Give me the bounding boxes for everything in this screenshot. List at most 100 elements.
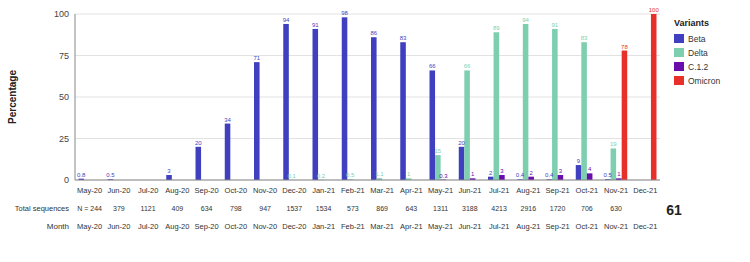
grid-line	[75, 14, 660, 15]
bar	[558, 175, 564, 180]
bar	[587, 173, 593, 180]
y-axis-label: Percentage	[7, 70, 18, 124]
month-label: Nov-21	[604, 222, 628, 231]
data-label: 71	[253, 55, 260, 61]
n-label: 379	[113, 205, 125, 212]
month-label: Jun-21	[458, 222, 481, 231]
x-tick-label: Dec-20	[282, 186, 306, 195]
data-label: 15	[435, 148, 442, 154]
month-label: Aug-20	[165, 222, 189, 231]
month-label: Jan-21	[312, 222, 335, 231]
bar	[371, 37, 377, 180]
grid-line	[75, 97, 660, 98]
data-label: 3	[167, 168, 171, 174]
bar	[552, 29, 558, 180]
month-label: Jun-20	[107, 222, 130, 231]
n-label: 1537	[287, 205, 303, 212]
bar	[342, 17, 348, 180]
n-label: 1720	[550, 205, 566, 212]
n-label: 1311	[433, 205, 448, 212]
n-label: 2916	[521, 205, 537, 212]
data-label: 9	[577, 158, 581, 164]
legend-label: Delta	[688, 48, 708, 58]
bar	[166, 175, 172, 180]
x-tick-label: Jun-20	[107, 186, 130, 195]
data-label: 89	[493, 25, 500, 31]
data-label: 19	[610, 141, 617, 147]
legend-title: Variants	[674, 18, 709, 28]
x-tick-label: Jul-21	[489, 186, 509, 195]
y-tick-label: 25	[59, 134, 69, 144]
n-label: 409	[172, 205, 184, 212]
month-label: Aug-21	[516, 222, 540, 231]
data-label: 78	[621, 44, 628, 50]
bar	[464, 70, 470, 180]
x-tick-label: Apr-21	[400, 186, 423, 195]
month-label: Feb-21	[341, 222, 365, 231]
n-label: 869	[376, 205, 388, 212]
bar	[196, 147, 202, 180]
data-label: 83	[400, 35, 407, 41]
data-label: 0.5	[604, 172, 613, 178]
legend-swatch	[674, 76, 684, 85]
data-label: 86	[370, 30, 377, 36]
month-label: Sep-20	[195, 222, 219, 231]
bar	[313, 29, 319, 180]
y-tick-label: 75	[59, 51, 69, 61]
month-label: Mar-21	[370, 222, 394, 231]
bar	[225, 124, 231, 180]
y-axis	[75, 14, 76, 180]
n-label: 1121	[141, 205, 156, 212]
data-label: 66	[429, 63, 436, 69]
data-label: 1	[407, 171, 411, 177]
legend-swatch	[674, 62, 684, 71]
n-label: 3188	[462, 205, 478, 212]
annotation: 61	[666, 202, 682, 218]
data-label: 98	[341, 10, 348, 16]
legend-label: Beta	[688, 34, 706, 44]
n-label: 643	[406, 205, 418, 212]
x-tick-label: Feb-21	[341, 186, 365, 195]
x-tick-label: Oct-21	[576, 186, 599, 195]
bar	[581, 42, 587, 180]
x-tick-label: Dec-21	[633, 186, 657, 195]
n-row-title: Total sequences	[15, 204, 69, 213]
month-label: May-21	[428, 222, 453, 231]
month-label: May-20	[77, 222, 102, 231]
bar	[523, 24, 529, 180]
month-label: Jul-20	[138, 222, 158, 231]
data-label: 66	[464, 63, 471, 69]
x-tick-label: Jun-21	[458, 186, 481, 195]
legend-label: C.1.2	[688, 62, 709, 72]
n-label: 630	[610, 205, 622, 212]
month-label: Apr-21	[400, 222, 423, 231]
data-label: 91	[312, 22, 319, 28]
data-label: 94	[522, 17, 529, 23]
x-tick-label: May-20	[77, 186, 102, 195]
data-label: 1	[471, 171, 475, 177]
y-tick-label: 50	[59, 92, 69, 102]
x-tick-label: Jan-21	[312, 186, 335, 195]
bar	[622, 51, 628, 180]
month-label: Oct-21	[576, 222, 599, 231]
x-tick-label: Aug-21	[516, 186, 540, 195]
grid-line	[75, 180, 660, 181]
bar	[459, 147, 465, 180]
bar	[576, 165, 582, 180]
data-label: 0.2	[317, 173, 326, 179]
data-label: 20	[458, 140, 465, 146]
data-label: 0.5	[346, 172, 355, 178]
data-label: 3	[500, 168, 504, 174]
data-label: 0.1	[287, 173, 296, 179]
bar	[430, 70, 436, 180]
x-tick-label: Nov-20	[253, 186, 277, 195]
n-label: 706	[581, 205, 593, 212]
n-label: 947	[259, 205, 271, 212]
bar	[254, 62, 260, 180]
bar	[499, 175, 505, 180]
data-label: 91	[552, 22, 559, 28]
bar	[651, 14, 657, 180]
data-label: 20	[195, 140, 202, 146]
data-label: 0.8	[77, 172, 86, 178]
x-tick-label: Oct-20	[225, 186, 248, 195]
